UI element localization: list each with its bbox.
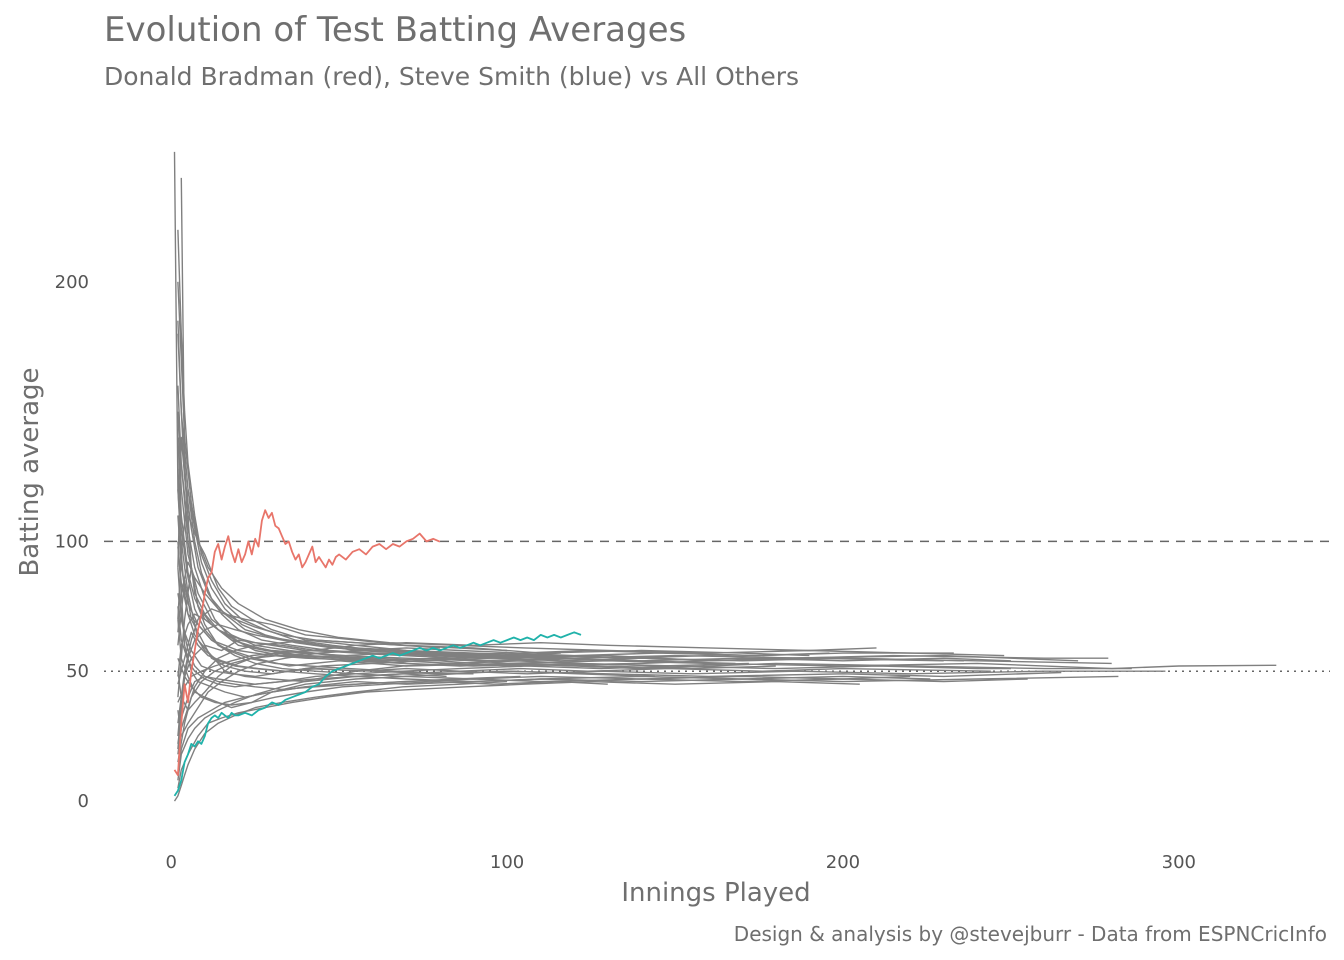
player-line-14 bbox=[177, 541, 931, 698]
player-line-27 bbox=[177, 437, 575, 659]
y-tick-label: 200 bbox=[55, 272, 89, 293]
player-line-13 bbox=[177, 678, 1028, 776]
player-line-35 bbox=[177, 639, 440, 755]
player-line-2 bbox=[180, 177, 1132, 670]
player-line-37 bbox=[177, 613, 776, 677]
highlight-lines bbox=[173, 509, 582, 797]
y-tick-label: 0 bbox=[78, 791, 89, 812]
player-line-38 bbox=[177, 670, 1166, 744]
player-line-30 bbox=[177, 657, 588, 781]
chart-subtitle: Donald Bradman (red), Steve Smith (blue)… bbox=[104, 62, 799, 91]
player-line-4 bbox=[177, 579, 1062, 678]
x-tick-label: 300 bbox=[1162, 852, 1196, 873]
x-tick-label: 100 bbox=[490, 852, 524, 873]
x-tick-label: 0 bbox=[165, 852, 176, 873]
player-line-19 bbox=[177, 385, 954, 657]
smith-line bbox=[173, 631, 582, 797]
x-axis-ticks: 0 100 200 300 bbox=[165, 852, 1196, 873]
caption: Design & analysis by @stevejburr - Data … bbox=[734, 922, 1327, 946]
y-tick-label: 100 bbox=[55, 531, 89, 552]
y-axis-ticks: 0 50 100 200 bbox=[55, 272, 89, 812]
player-line-34 bbox=[177, 468, 474, 678]
y-axis-label: Batting average bbox=[15, 367, 45, 576]
player-line-31 bbox=[177, 320, 541, 659]
player-line-11 bbox=[177, 608, 810, 724]
player-line-6 bbox=[177, 411, 944, 662]
player-line-15 bbox=[177, 281, 1005, 657]
chart-title: Evolution of Test Batting Averages bbox=[104, 10, 686, 50]
player-line-18 bbox=[177, 680, 860, 789]
y-tick-label: 50 bbox=[66, 661, 89, 682]
x-tick-label: 200 bbox=[826, 852, 860, 873]
x-axis-label: Innings Played bbox=[621, 878, 810, 908]
player-line-23 bbox=[177, 488, 709, 662]
player-line-12 bbox=[177, 489, 1119, 683]
other-players-lines bbox=[173, 151, 1277, 802]
player-line-9 bbox=[177, 333, 1011, 662]
player-line-39 bbox=[173, 680, 508, 802]
bradman-line bbox=[173, 509, 441, 776]
player-line-28 bbox=[177, 623, 561, 737]
player-line-8 bbox=[177, 436, 964, 662]
player-line-21 bbox=[177, 229, 736, 665]
player-line-17 bbox=[177, 593, 1109, 678]
player-line-1 bbox=[173, 151, 1277, 670]
